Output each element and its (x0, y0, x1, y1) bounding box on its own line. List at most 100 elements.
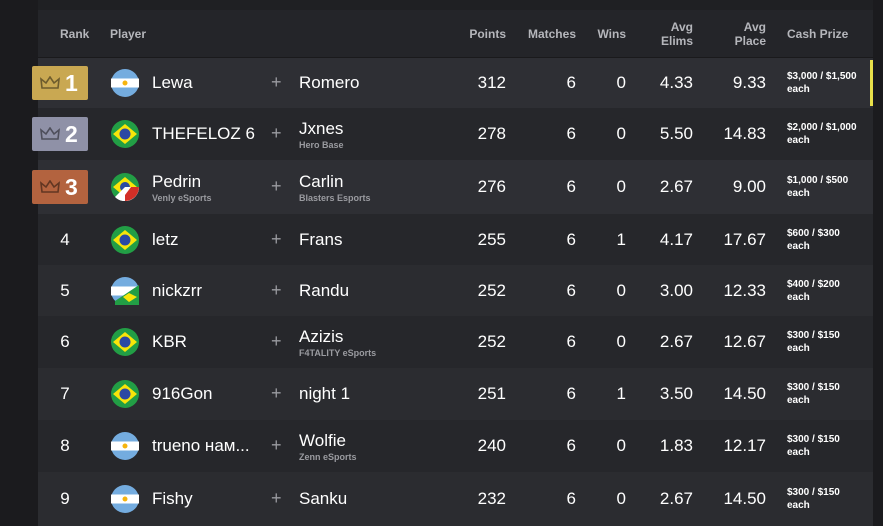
matches: 6 (566, 332, 576, 351)
wins: 0 (616, 332, 626, 351)
wins: 0 (616, 436, 626, 455)
leaderboard-row: 8 trueno нам... Wolfie Zenn eSports +240 6 0 1.… (38, 420, 873, 472)
avg-elims: 2.67 (659, 177, 693, 196)
rank-badge: 2 (32, 117, 88, 151)
flag-icon (111, 432, 139, 460)
rank: 2 (65, 121, 78, 147)
cash-prize: $1,000 / $500 each (787, 175, 849, 199)
points: 252 (477, 280, 506, 300)
player-name: KBR (152, 332, 187, 351)
cash-prize: $2,000 / $1,000 each (787, 122, 857, 146)
avg-elims: 2.67 (659, 489, 693, 508)
points: 278 (477, 124, 506, 143)
separator: + (271, 72, 282, 92)
avg-place: 14.83 (723, 124, 766, 143)
wins: 0 (616, 73, 626, 92)
rank: 7 (60, 384, 70, 403)
matches: 6 (566, 436, 576, 455)
flag-icon (111, 380, 139, 408)
avg-place: 9.00 (732, 177, 766, 196)
points: 276 (477, 177, 506, 196)
player-name: Jxnes (299, 119, 344, 138)
avg-elims: 2.67 (659, 332, 693, 351)
crown-icon (40, 76, 60, 89)
separator: + (271, 228, 282, 249)
wins: 1 (616, 384, 626, 403)
player-name: Pedrin (152, 172, 202, 191)
rank: 9 (60, 489, 70, 508)
player-name: Lewa (152, 73, 193, 92)
player-name: Wolfie (299, 431, 346, 450)
separator: + (271, 435, 282, 455)
cash-prize: $300 / $150 each (787, 434, 840, 458)
cash-prize: $300 / $150 each (787, 487, 840, 511)
leaderboard-row: 4 letz Frans +255 6 1 4.17 17.67 $600 / $300 eac… (38, 214, 873, 265)
points: 312 (477, 73, 506, 92)
avg-elims: 5.50 (659, 124, 693, 143)
leaderboard-row: 2 THEFELOZ 6 Jxnes Hero Base +278 6 0 5.50 14.83… (32, 108, 873, 160)
avg-place: 12.17 (723, 436, 766, 455)
cash-prize: $300 / $150 each (787, 330, 840, 354)
avg-elims: 1.83 (659, 436, 693, 455)
avg-place: 12.33 (723, 280, 766, 300)
wins: 1 (616, 229, 626, 249)
matches: 6 (566, 124, 576, 143)
crown-icon (40, 180, 60, 193)
team-name: Blasters Esports (299, 193, 371, 203)
avg-place: 14.50 (723, 384, 766, 403)
cash-prize: $300 / $150 each (787, 382, 840, 406)
matches: 6 (566, 489, 576, 508)
team-name: Venly eSports (152, 193, 212, 203)
column-header: Wins (597, 27, 626, 41)
avg-elims: 3.50 (659, 384, 693, 403)
separator: + (271, 279, 282, 300)
separator: + (271, 176, 282, 196)
column-header: Avg Elims (660, 20, 693, 48)
points: 232 (477, 489, 506, 508)
highlight-bar (870, 60, 873, 106)
points: 252 (477, 332, 506, 351)
cash-prize: $600 / $300 each (787, 227, 840, 252)
avg-place: 14.50 (723, 489, 766, 508)
flag (111, 276, 139, 305)
flag (111, 380, 139, 408)
separator: + (271, 383, 282, 403)
column-header: Points (469, 27, 506, 41)
player-name: trueno нам... (152, 436, 250, 455)
flag (111, 328, 139, 356)
leaderboard-row: 7 916Gon night 1 +251 6 1 3.50 14.50 $300 / $150… (38, 368, 873, 420)
flag-icon (111, 225, 139, 254)
player-name: night 1 (299, 384, 351, 403)
rank: 8 (60, 436, 70, 455)
rank: 5 (60, 280, 70, 300)
player-name: THEFELOZ 6 (152, 124, 255, 143)
column-header: Avg Place (734, 20, 766, 48)
flag (111, 120, 139, 148)
cash-prize: $3,000 / $1,500 each (787, 71, 857, 95)
points: 240 (477, 436, 506, 455)
avg-elims: 4.17 (659, 229, 693, 249)
avg-place: 9.33 (732, 73, 766, 92)
player-name: nickzrr (152, 280, 203, 300)
player-name: Sanku (299, 489, 348, 508)
player-name: Carlin (299, 172, 344, 191)
player-name: Randu (299, 280, 350, 300)
rank: 3 (65, 174, 78, 200)
team-name: F4TALITY eSports (299, 348, 377, 358)
column-header: Player (110, 27, 147, 41)
leaderboard-row: 1 Lewa Romero +312 6 0 4.33 9.33 $3,000 / $1,500… (32, 58, 873, 108)
wins: 0 (616, 177, 626, 196)
rank-badge: 1 (32, 66, 88, 100)
flag-icon (111, 120, 139, 148)
crown-icon (40, 127, 60, 140)
leaderboard-row: 6 KBR Azizis F4TALITY eSports +252 6 0 2.67 12.6… (38, 316, 873, 368)
matches: 6 (566, 229, 576, 249)
flag (111, 225, 139, 254)
flag-icon (111, 328, 139, 356)
flag-icon (111, 69, 139, 97)
rank: 6 (60, 332, 70, 351)
separator: + (271, 488, 282, 508)
matches: 6 (566, 73, 576, 92)
player-name: Frans (299, 229, 343, 249)
